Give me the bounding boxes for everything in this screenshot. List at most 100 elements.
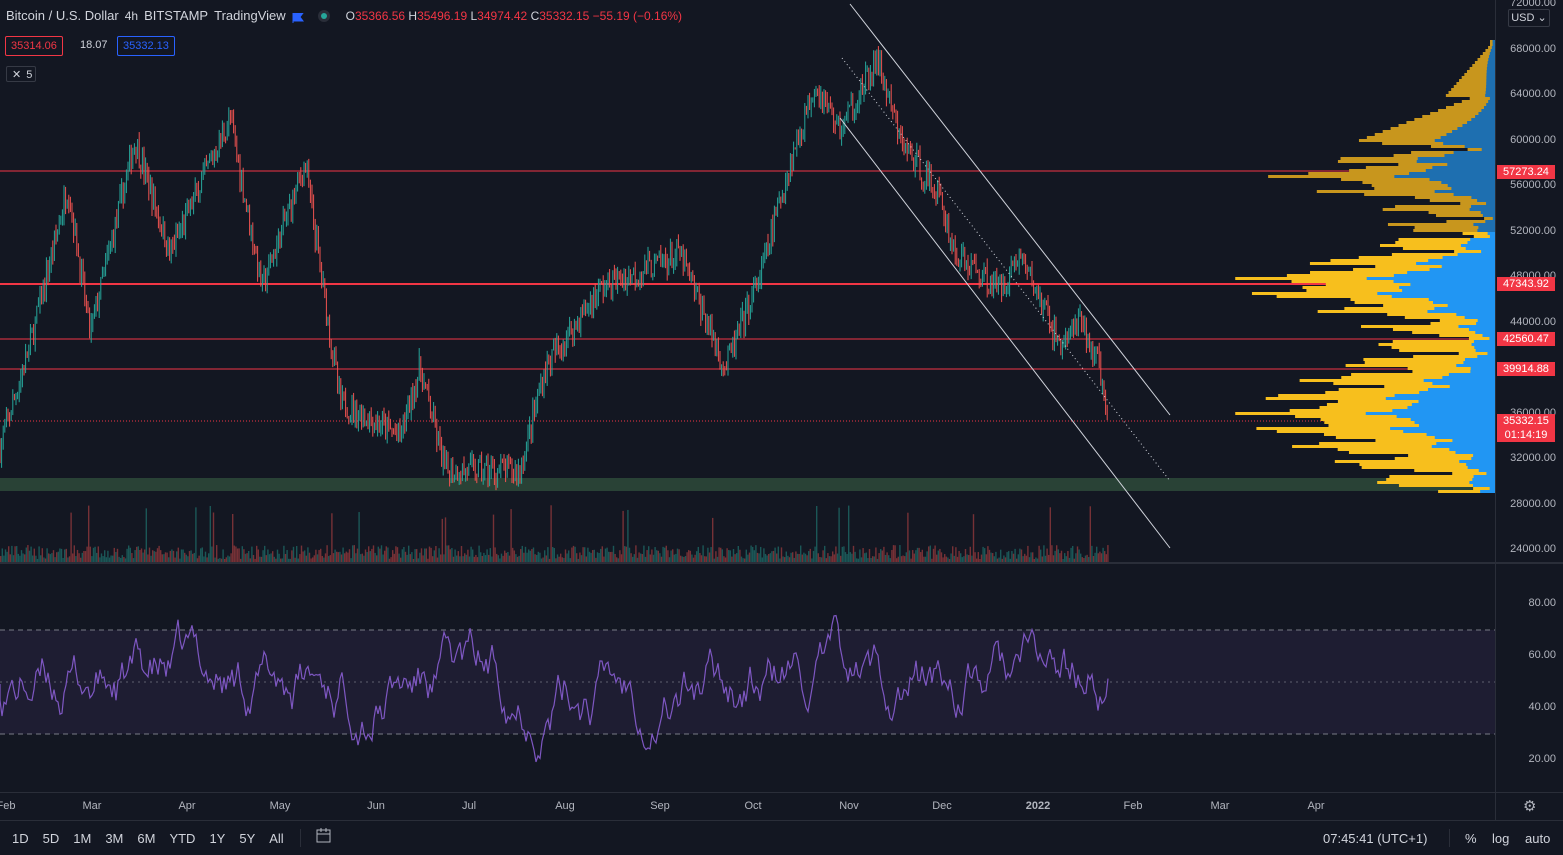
volume-bar: [686, 552, 688, 562]
volume-profile-row: [1464, 145, 1495, 148]
volume-profile-row: [1390, 127, 1495, 130]
pane-separator[interactable]: [0, 562, 1563, 564]
volume-bar: [56, 552, 58, 562]
volume-profile-row: [1485, 94, 1495, 97]
volume-bar: [134, 550, 136, 562]
volume-bar: [206, 557, 208, 562]
gear-icon[interactable]: ⚙: [1523, 798, 1537, 815]
price-axis[interactable]: USD ⌄ 72000.00 68000.00 64000.00 60000.00 56…: [1495, 0, 1563, 562]
volume-profile-row: [1467, 121, 1495, 124]
candlestick-chart[interactable]: [0, 0, 1495, 562]
price-level-label[interactable]: 57273.24: [1497, 164, 1555, 179]
volume-profile-row: [1453, 103, 1495, 106]
range-button-ytd[interactable]: YTD: [169, 831, 196, 846]
price-tick-label: 44000.00: [1510, 315, 1556, 328]
volume-bar: [214, 557, 216, 562]
volume-bar: [924, 556, 927, 562]
percent-toggle[interactable]: %: [1465, 831, 1477, 846]
volume-bar: [1014, 548, 1016, 562]
volume-profile-row: [1377, 292, 1495, 295]
volume-bar: [1035, 557, 1037, 562]
volume-bar: [28, 550, 31, 562]
volume-bar: [593, 549, 595, 562]
price-level-label[interactable]: 42560.47: [1497, 331, 1555, 346]
volume-profile-row: [1457, 253, 1495, 256]
volume-profile-row: [1320, 418, 1495, 421]
volume-bar: [886, 552, 888, 562]
volume-profile-row: [1434, 190, 1495, 193]
volume-bar: [820, 557, 823, 562]
price-level-label[interactable]: 39914.88: [1497, 361, 1555, 376]
price-chart-pane[interactable]: Bitcoin / U.S. Dollar 4h BITSTAMP Tradin…: [0, 0, 1495, 562]
volume-bar: [950, 553, 952, 562]
volume-profile-row: [1473, 487, 1495, 490]
symbol-name[interactable]: Bitcoin / U.S. Dollar: [6, 8, 119, 23]
volume-profile-row: [1393, 274, 1495, 277]
volume-bar: [582, 547, 584, 562]
auto-toggle[interactable]: auto: [1525, 831, 1551, 846]
interval-label[interactable]: 4h: [124, 8, 139, 23]
volume-profile-row: [1480, 490, 1495, 493]
flag-icon[interactable]: [292, 11, 304, 23]
calendar-range-icon[interactable]: [315, 827, 333, 845]
range-button-5y[interactable]: 5Y: [239, 831, 256, 846]
volume-bar: [852, 545, 855, 562]
price-level-label[interactable]: 35332.15: [1497, 414, 1555, 429]
time-tick-label: Mar: [82, 800, 102, 812]
volume-profile-row: [1426, 433, 1495, 436]
volume-bar: [1104, 551, 1106, 562]
range-button-1m[interactable]: 1M: [73, 831, 92, 846]
currency-button[interactable]: USD ⌄: [1508, 9, 1550, 27]
channel-upper-line[interactable]: [849, 3, 1171, 416]
volume-profile-row: [1485, 88, 1495, 91]
indicators-toggle[interactable]: ✕ 5: [6, 66, 36, 82]
rsi-tick-label: 80.00: [1528, 597, 1556, 609]
time-tick-label: Feb: [0, 800, 16, 812]
volume-profile-row: [1434, 139, 1495, 142]
rsi-pane[interactable]: [0, 564, 1495, 792]
volume-bar: [665, 545, 667, 562]
volume-profile-row: [1449, 448, 1495, 451]
chart-settings-corner[interactable]: ⚙: [1495, 792, 1563, 821]
time-axis[interactable]: Feb Mar Apr May Jun Jul Aug Sep Oct Nov Dec 2022 Feb…: [0, 792, 1495, 821]
range-button-1d[interactable]: 1D: [12, 831, 29, 846]
channel-lower-line[interactable]: [839, 117, 1171, 549]
volume-bar: [881, 550, 883, 562]
market-open-icon[interactable]: [317, 9, 330, 22]
volume-bar: [1084, 555, 1087, 562]
range-button-3m[interactable]: 3M: [105, 831, 124, 846]
range-button-all[interactable]: All: [269, 831, 284, 846]
range-button-1y[interactable]: 1Y: [209, 831, 226, 846]
volume-profile-row: [1341, 178, 1495, 181]
volume-bar: [377, 546, 379, 562]
volume-profile-row: [1488, 58, 1495, 61]
volume-bar: [1046, 548, 1048, 562]
volume-profile-row: [1393, 154, 1495, 157]
volume-bar: [1033, 558, 1035, 562]
volume-bar: [464, 553, 466, 562]
volume-profile-row: [1447, 163, 1495, 166]
channel-mid-line[interactable]: [841, 57, 1171, 482]
buy-price-box[interactable]: 35332.13: [117, 36, 175, 56]
volume-profile-row: [1468, 337, 1495, 340]
open-value: 35366.56: [355, 8, 406, 23]
price-level-label[interactable]: 47343.92: [1497, 277, 1555, 292]
clock[interactable]: 07:45:41 (UTC+1): [1323, 831, 1428, 846]
volume-bar: [46, 548, 48, 562]
range-button-6m[interactable]: 6M: [137, 831, 156, 846]
range-button-5d[interactable]: 5D: [42, 831, 60, 846]
volume-bar: [246, 553, 248, 562]
log-toggle[interactable]: log: [1492, 831, 1510, 846]
rsi-axis[interactable]: 80.00 60.00 40.00 20.00: [1495, 564, 1563, 792]
volume-profile-row: [1471, 205, 1495, 208]
volume-bar: [49, 554, 51, 562]
volume-profile-row: [1478, 469, 1495, 472]
sell-price-box[interactable]: 35314.06: [5, 36, 63, 56]
volume-bar: [320, 548, 322, 562]
volume-bar: [894, 545, 896, 562]
volume-bar: [787, 555, 789, 562]
volume-bar: [968, 555, 970, 562]
volume-bar: [478, 545, 480, 562]
volume-profile-row: [1422, 115, 1495, 118]
volume-bar: [1030, 552, 1032, 562]
